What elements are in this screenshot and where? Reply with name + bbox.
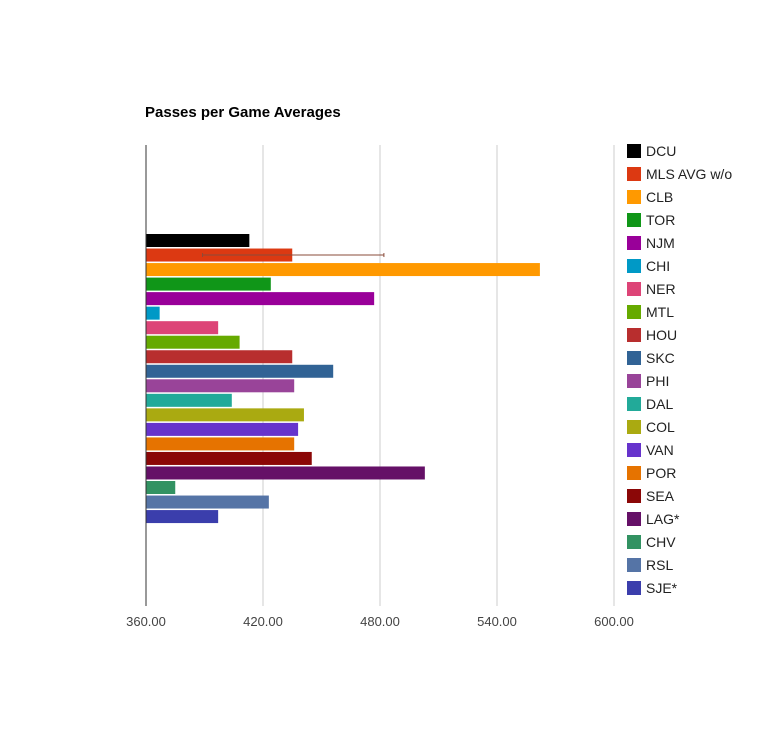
legend-swatch (627, 144, 641, 158)
legend-swatch (627, 167, 641, 181)
legend-swatch (627, 512, 641, 526)
legend-swatch (627, 443, 641, 457)
x-tick-label: 600.00 (594, 614, 634, 629)
legend-label: RSL (646, 557, 673, 573)
bar-mtl[interactable] (146, 335, 240, 349)
legend-label: DCU (646, 143, 676, 159)
bar-ner[interactable] (146, 321, 219, 335)
legend-swatch (627, 236, 641, 250)
legend-label: POR (646, 465, 676, 481)
legend: DCU MLS AVG w/o CLB TOR NJM CHI NER MTL HOU SKC PH… (627, 143, 732, 596)
legend-swatch (627, 259, 641, 273)
legend-label: CHI (646, 258, 670, 274)
legend-label: HOU (646, 327, 677, 343)
error-bars (202, 253, 385, 258)
legend-swatch (627, 282, 641, 296)
x-tick-label: 540.00 (477, 614, 517, 629)
bar-sje[interactable] (146, 510, 219, 524)
bar-col[interactable] (146, 408, 304, 422)
legend-label: CLB (646, 189, 673, 205)
legend-label: MLS AVG w/o (646, 166, 732, 182)
bar-van[interactable] (146, 422, 299, 436)
bar-hou[interactable] (146, 350, 293, 364)
legend-label: SEA (646, 488, 675, 504)
legend-label: MTL (646, 304, 674, 320)
legend-label: DAL (646, 396, 673, 412)
legend-swatch (627, 328, 641, 342)
legend-swatch (627, 489, 641, 503)
bar-chi[interactable] (146, 306, 160, 320)
legend-swatch (627, 213, 641, 227)
legend-swatch (627, 305, 641, 319)
legend-swatch (627, 535, 641, 549)
legend-label: VAN (646, 442, 674, 458)
legend-swatch (627, 397, 641, 411)
legend-label: SJE* (646, 580, 678, 596)
legend-label: LAG* (646, 511, 680, 527)
legend-label: SKC (646, 350, 675, 366)
x-axis-ticks: 360.00 420.00 480.00 540.00 600.00 (126, 614, 634, 629)
bar-clb[interactable] (146, 263, 540, 277)
bar-sea[interactable] (146, 451, 312, 465)
x-tick-label: 360.00 (126, 614, 166, 629)
bar-dcu[interactable] (146, 234, 250, 247)
legend-label: NJM (646, 235, 675, 251)
x-tick-label: 480.00 (360, 614, 400, 629)
legend-label: CHV (646, 534, 676, 550)
chart-title: Passes per Game Averages (145, 104, 341, 121)
legend-swatch (627, 466, 641, 480)
bar-njm[interactable] (146, 292, 375, 306)
bar-por[interactable] (146, 437, 295, 451)
bar-tor[interactable] (146, 277, 271, 291)
legend-swatch (627, 374, 641, 388)
bar-skc[interactable] (146, 364, 334, 378)
bar-rsl[interactable] (146, 495, 269, 509)
bar-dal[interactable] (146, 393, 232, 407)
bar-phi[interactable] (146, 379, 295, 393)
legend-swatch (627, 420, 641, 434)
legend-swatch (627, 351, 641, 365)
legend-label: NER (646, 281, 676, 297)
legend-swatch (627, 190, 641, 204)
legend-label: TOR (646, 212, 675, 228)
bar-chv[interactable] (146, 481, 176, 495)
legend-label: COL (646, 419, 675, 435)
bar-lag[interactable] (146, 466, 425, 480)
legend-swatch (627, 581, 641, 595)
x-tick-label: 420.00 (243, 614, 283, 629)
bars (146, 234, 540, 524)
legend-label: PHI (646, 373, 669, 389)
legend-swatch (627, 558, 641, 572)
